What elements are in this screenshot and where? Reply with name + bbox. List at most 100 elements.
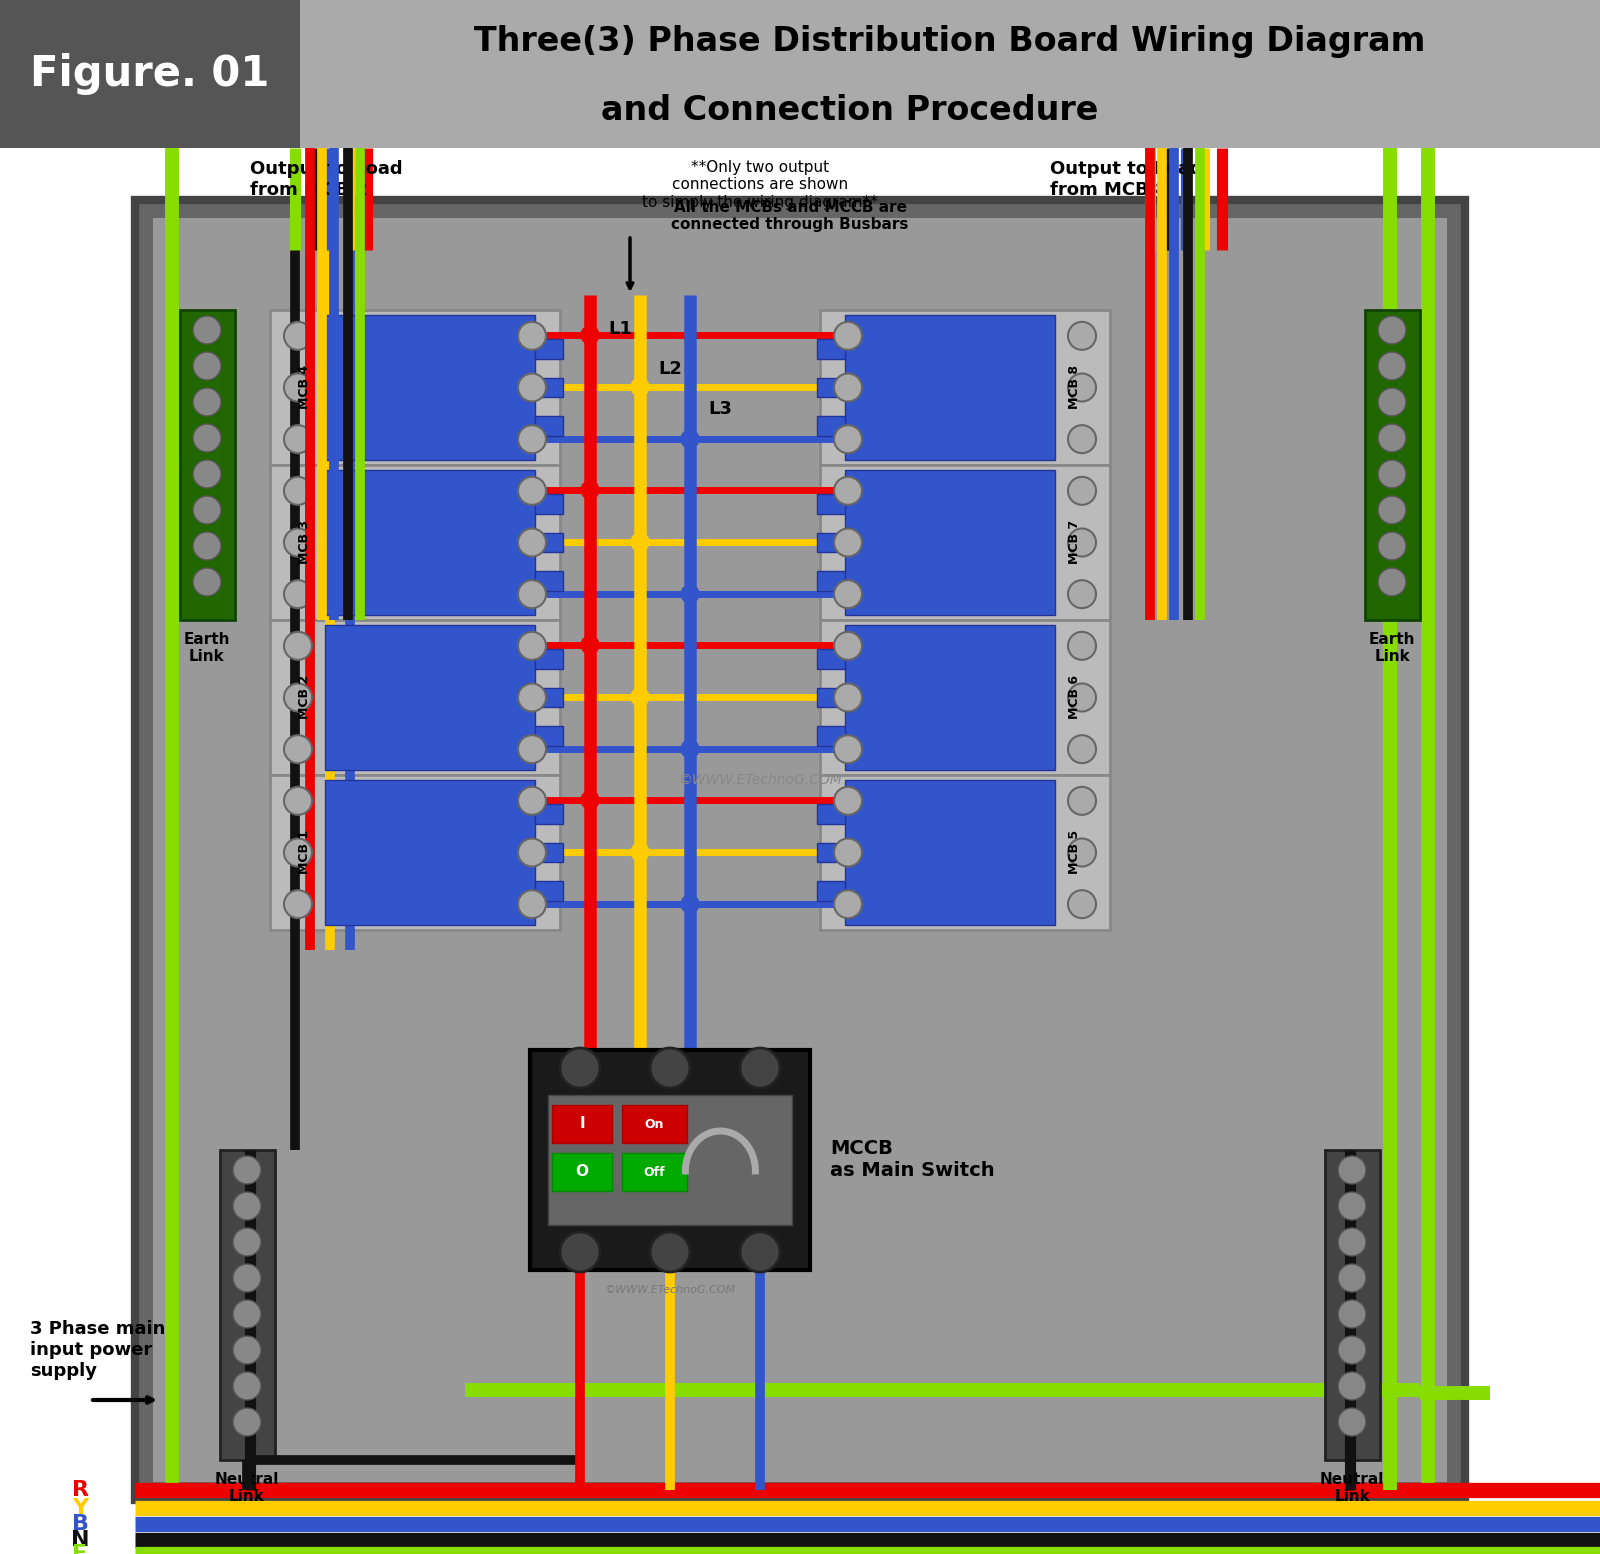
Text: MCB 4: MCB 4 xyxy=(299,365,312,409)
Text: 3 Phase main
input power
supply: 3 Phase main input power supply xyxy=(30,1321,165,1380)
Circle shape xyxy=(834,839,862,867)
Text: Y: Y xyxy=(72,1498,88,1518)
Bar xyxy=(819,465,1110,620)
Circle shape xyxy=(1338,1263,1366,1291)
Bar xyxy=(270,465,560,620)
Circle shape xyxy=(518,839,546,867)
Text: and Connection Procedure: and Connection Procedure xyxy=(602,93,1099,126)
Circle shape xyxy=(234,1408,261,1436)
Bar xyxy=(325,625,534,769)
Circle shape xyxy=(630,842,650,861)
Bar xyxy=(530,1051,810,1270)
Bar xyxy=(818,416,845,435)
Bar xyxy=(534,339,563,359)
Circle shape xyxy=(1069,786,1096,814)
Text: MCB 8: MCB 8 xyxy=(1069,365,1082,409)
Circle shape xyxy=(1378,531,1406,559)
Bar xyxy=(534,650,563,668)
Circle shape xyxy=(1069,735,1096,763)
Circle shape xyxy=(739,1047,781,1088)
Text: Neutral
Link: Neutral Link xyxy=(214,1472,278,1504)
Circle shape xyxy=(834,632,862,660)
Bar xyxy=(845,469,1054,615)
Circle shape xyxy=(285,426,312,454)
Circle shape xyxy=(682,430,699,448)
Circle shape xyxy=(1338,1336,1366,1364)
Circle shape xyxy=(682,584,699,603)
Circle shape xyxy=(581,791,598,810)
Circle shape xyxy=(834,786,862,814)
Bar xyxy=(534,416,563,435)
Text: R: R xyxy=(72,1479,88,1500)
Text: L1: L1 xyxy=(608,320,632,339)
Circle shape xyxy=(650,1232,690,1273)
Bar xyxy=(270,309,560,465)
Text: O: O xyxy=(576,1164,589,1179)
Circle shape xyxy=(285,322,312,350)
Text: ©WWW.ETechnoG.COM: ©WWW.ETechnoG.COM xyxy=(678,772,842,786)
Circle shape xyxy=(518,477,546,505)
Circle shape xyxy=(1338,1408,1366,1436)
Bar xyxy=(818,572,845,591)
Text: ©WWW.ETechnoG.COM: ©WWW.ETechnoG.COM xyxy=(605,1285,736,1294)
Circle shape xyxy=(194,388,221,416)
Bar xyxy=(622,1153,686,1190)
Bar xyxy=(845,780,1054,925)
Bar xyxy=(818,378,845,398)
Circle shape xyxy=(285,684,312,712)
Text: MCB 1: MCB 1 xyxy=(299,830,312,873)
Bar xyxy=(819,309,1110,465)
Bar xyxy=(534,805,563,824)
Circle shape xyxy=(1069,890,1096,918)
Text: MCB 7: MCB 7 xyxy=(1069,521,1082,564)
Bar xyxy=(819,775,1110,929)
Circle shape xyxy=(234,1301,261,1329)
Bar xyxy=(818,533,845,552)
Bar xyxy=(0,0,301,148)
Bar xyxy=(818,688,845,707)
Circle shape xyxy=(234,1228,261,1256)
Bar xyxy=(1325,1150,1379,1461)
Circle shape xyxy=(1378,388,1406,416)
Text: Three(3) Phase Distribution Board Wiring Diagram: Three(3) Phase Distribution Board Wiring… xyxy=(474,25,1426,59)
Bar xyxy=(819,620,1110,775)
Text: Output to Load
from MCB 8: Output to Load from MCB 8 xyxy=(1050,160,1203,199)
Circle shape xyxy=(1069,839,1096,867)
Bar xyxy=(818,805,845,824)
Bar xyxy=(818,494,845,513)
Circle shape xyxy=(1378,424,1406,452)
Circle shape xyxy=(1338,1228,1366,1256)
Circle shape xyxy=(234,1336,261,1364)
Text: I: I xyxy=(579,1116,586,1131)
Bar xyxy=(179,309,235,620)
Circle shape xyxy=(581,482,598,499)
Circle shape xyxy=(1069,477,1096,505)
Circle shape xyxy=(518,426,546,454)
Circle shape xyxy=(581,636,598,654)
Bar xyxy=(818,726,845,746)
Circle shape xyxy=(834,373,862,401)
Circle shape xyxy=(630,688,650,706)
Circle shape xyxy=(194,315,221,343)
Circle shape xyxy=(1069,632,1096,660)
Circle shape xyxy=(194,353,221,381)
Circle shape xyxy=(518,373,546,401)
Bar xyxy=(818,881,845,901)
Circle shape xyxy=(285,890,312,918)
Text: All the MCBs and MCCB are
connected through Busbars: All the MCBs and MCCB are connected thro… xyxy=(672,199,909,232)
Circle shape xyxy=(194,496,221,524)
Text: MCB 5: MCB 5 xyxy=(1069,830,1082,873)
Text: Neutral
Link: Neutral Link xyxy=(1320,1472,1384,1504)
Bar xyxy=(552,1105,611,1144)
Bar xyxy=(134,200,1466,1500)
Bar xyxy=(622,1105,686,1144)
Bar xyxy=(818,650,845,668)
Circle shape xyxy=(234,1156,261,1184)
Circle shape xyxy=(834,684,862,712)
Bar xyxy=(818,842,845,862)
Circle shape xyxy=(1378,569,1406,597)
Bar xyxy=(534,881,563,901)
Circle shape xyxy=(234,1372,261,1400)
Circle shape xyxy=(518,786,546,814)
Bar xyxy=(270,620,560,775)
